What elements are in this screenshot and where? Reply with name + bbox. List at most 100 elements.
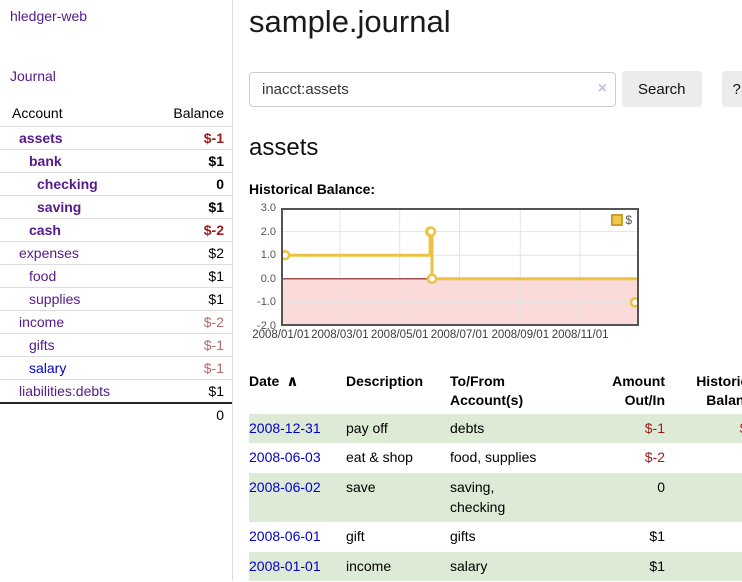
account-balance: $-1 xyxy=(141,126,232,150)
series-label: $ xyxy=(625,213,632,227)
account-row: saving $1 xyxy=(0,195,232,219)
y-tick-label: 1.0 xyxy=(260,249,276,262)
transaction-date-link[interactable]: 2008-01-01 xyxy=(249,557,321,574)
register-header-balance: Historical Balance xyxy=(696,373,742,408)
chart-title: Historical Balance: xyxy=(249,181,376,197)
register-header-row: Date ∧ Description To/From Account(s) Amo… xyxy=(249,368,742,414)
account-row: assets $-1 xyxy=(0,126,232,150)
transaction-amount: $-1 xyxy=(644,419,665,436)
page-title: sample.journal xyxy=(249,4,451,39)
chart-x-axis-labels: 2008/01/01 2008/03/01 2008/05/01 2008/07/01… xyxy=(252,329,639,347)
x-tick-label: 2008/05/01 xyxy=(370,329,429,341)
account-link[interactable]: bank xyxy=(29,153,62,169)
account-row: gifts $-1 xyxy=(0,333,232,357)
transaction-amount: $1 xyxy=(649,528,665,545)
transaction-balance: $-1 xyxy=(665,414,742,444)
transaction-balance: $2 xyxy=(665,522,742,552)
transaction-description: gift xyxy=(346,528,365,545)
transaction-date-link[interactable]: 2008-12-31 xyxy=(249,419,321,436)
account-balance: 0 xyxy=(141,172,232,196)
historical-balance-chart: 3.0 2.0 1.0 0.0 -1.0 -2.0 $ 2008/01/01 2008/03… xyxy=(249,202,639,347)
nav-journal-link[interactable]: Journal xyxy=(10,68,56,84)
account-row: liabilities:debts $1 xyxy=(0,380,232,404)
register-header-description: Description xyxy=(346,373,424,389)
transaction-amount: $1 xyxy=(649,557,665,574)
transaction-description: save xyxy=(346,478,376,495)
transaction-balance: $1 xyxy=(665,552,742,582)
transaction-description: income xyxy=(346,557,392,574)
chart-plot-area: $ xyxy=(281,208,639,326)
account-balance: $1 xyxy=(141,149,232,173)
transaction-amount: 0 xyxy=(657,478,665,495)
brand-link[interactable]: hledger-web xyxy=(10,8,88,24)
account-balance: $-2 xyxy=(141,218,232,242)
account-link[interactable]: checking xyxy=(37,176,98,192)
account-link[interactable]: saving xyxy=(37,199,82,215)
account-row: cash $-2 xyxy=(0,218,232,242)
x-tick-label: 2008/03/01 xyxy=(311,329,369,341)
account-balance: $1 xyxy=(141,195,232,219)
search-button[interactable]: Search xyxy=(622,71,702,107)
account-link[interactable]: supplies xyxy=(29,291,81,307)
x-tick-label: 2008/09/01 xyxy=(491,329,550,341)
accounts-total-row: 0 xyxy=(0,402,232,426)
x-tick-label: 2008/01/01 xyxy=(252,329,310,341)
sidebar: hledger-web Journal Account Balance asse… xyxy=(0,0,233,582)
transaction-accounts: food, supplies xyxy=(450,449,537,466)
account-row: income $-2 xyxy=(0,310,232,334)
account-link[interactable]: liabilities:debts xyxy=(19,383,111,399)
transaction-accounts: debts xyxy=(450,419,485,436)
account-balance: $1 xyxy=(141,264,232,288)
transaction-row: 2008-06-02 save saving, checking 0$2 xyxy=(249,472,742,523)
accounts-header-balance: Balance xyxy=(141,102,232,127)
transaction-date-link[interactable]: 2008-06-02 xyxy=(249,478,321,495)
series-swatch-icon xyxy=(611,214,624,226)
transaction-balance: 0 xyxy=(665,443,742,473)
transaction-amount: $-2 xyxy=(644,449,665,466)
account-link[interactable]: expenses xyxy=(19,245,79,261)
transaction-row: 2008-01-01 income salary $1$1 xyxy=(249,551,742,582)
transaction-description: eat & shop xyxy=(346,449,413,466)
accounts-table: Account Balance assets $-1 bank $1 checking 0… xyxy=(0,102,232,426)
account-link[interactable]: cash xyxy=(29,222,61,238)
y-tick-label: 3.0 xyxy=(260,202,276,214)
register-header-date[interactable]: Date ∧ xyxy=(249,368,346,414)
account-row: salary $-1 xyxy=(0,356,232,380)
account-link[interactable]: income xyxy=(19,314,65,330)
account-balance: $1 xyxy=(141,287,232,311)
transaction-accounts: gifts xyxy=(450,528,476,545)
y-tick-label: 2.0 xyxy=(260,225,276,238)
y-tick-label: -2.0 xyxy=(257,320,276,332)
x-tick-label: 2008/11/01 xyxy=(551,329,609,341)
transaction-row: 2008-12-31 pay off debts $-1$-1 xyxy=(249,413,742,444)
sort-ascending-icon: ∧ xyxy=(286,373,299,390)
transaction-date-link[interactable]: 2008-06-03 xyxy=(249,449,321,466)
search-form: × Search ? xyxy=(249,71,742,107)
accounts-header-row: Account Balance xyxy=(0,102,232,127)
account-link[interactable]: assets xyxy=(19,130,63,146)
y-tick-label: -1.0 xyxy=(257,296,276,309)
date-header-label: Date xyxy=(249,373,280,389)
account-row: supplies $1 xyxy=(0,287,232,311)
transaction-row: 2008-06-03 eat & shop food, supplies $-20 xyxy=(249,443,742,473)
transaction-row: 2008-06-01 gift gifts $1$2 xyxy=(249,522,742,552)
account-link[interactable]: salary xyxy=(29,360,67,376)
account-link[interactable]: gifts xyxy=(29,337,55,353)
register-table: Date ∧ Description To/From Account(s) Amo… xyxy=(249,368,742,582)
account-row: bank $1 xyxy=(0,149,232,173)
help-button[interactable]: ? xyxy=(721,71,742,107)
y-tick-label: 0.0 xyxy=(260,272,276,285)
chart-legend: $ xyxy=(611,213,632,227)
transaction-date-link[interactable]: 2008-06-01 xyxy=(249,528,321,545)
chart-svg xyxy=(281,208,639,326)
account-balance: $-1 xyxy=(141,356,232,380)
transaction-balance: $2 xyxy=(665,473,742,522)
search-input[interactable] xyxy=(249,71,616,107)
register-header-accounts: To/From Account(s) xyxy=(450,373,524,408)
clear-search-icon[interactable]: × xyxy=(597,79,607,97)
account-link[interactable]: food xyxy=(29,268,57,284)
chart-y-axis-labels: 3.0 2.0 1.0 0.0 -1.0 -2.0 xyxy=(249,202,281,332)
accounts-header-account: Account xyxy=(0,102,142,127)
account-balance: $-1 xyxy=(141,333,232,357)
